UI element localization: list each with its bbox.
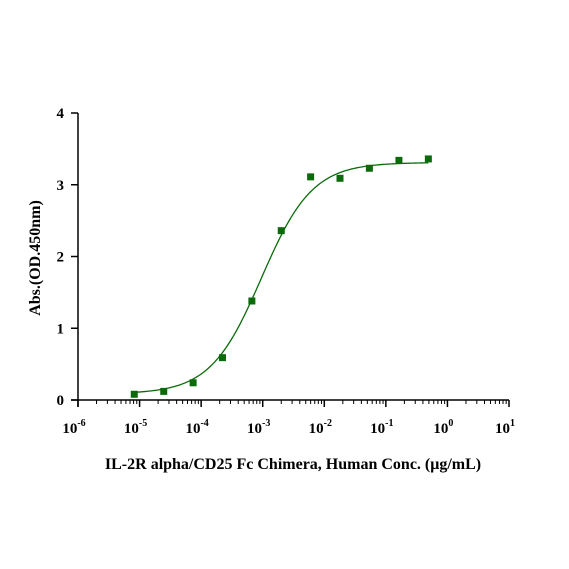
x-tick-exponent: -5 — [139, 418, 147, 429]
data-point — [277, 227, 285, 235]
x-tick-label: 100 — [433, 418, 453, 437]
data-point — [336, 174, 344, 182]
y-tick-label: 4 — [57, 106, 65, 122]
x-tick-exponent: -3 — [262, 418, 270, 429]
y-tick-label: 1 — [57, 321, 65, 337]
y-axis-label: Abs.(OD.450nm) — [27, 200, 44, 316]
x-axis-ticks: 10-6 10-5 10-4 10-3 10-2 10-1 100 101 — [62, 400, 515, 437]
x-tick-label: 10-6 — [62, 418, 85, 437]
x-tick-label: 10-2 — [309, 418, 332, 437]
x-tick-label: 10-1 — [370, 418, 393, 437]
data-point — [218, 354, 226, 362]
fit-curve — [134, 162, 429, 393]
x-axis-label: IL-2R alpha/CD25 Fc Chimera, Human Conc.… — [105, 456, 481, 473]
x-tick-base: 10 — [370, 421, 385, 437]
data-point — [365, 164, 373, 172]
data-point — [395, 156, 403, 164]
x-tick-exponent: -2 — [324, 418, 332, 429]
x-tick-label: 101 — [495, 418, 515, 437]
x-tick-exponent: -1 — [385, 418, 393, 429]
x-tick-base: 10 — [433, 421, 448, 437]
x-tick-exponent: 0 — [448, 418, 453, 429]
x-tick-label: 10-5 — [124, 418, 147, 437]
x-tick-base: 10 — [309, 421, 324, 437]
data-point — [424, 155, 432, 163]
y-tick-label: 3 — [57, 178, 65, 194]
data-point — [130, 390, 138, 398]
x-tick-exponent: -6 — [77, 418, 85, 429]
x-tick-label: 10-3 — [247, 418, 270, 437]
data-point — [307, 173, 315, 181]
x-tick-exponent: -4 — [200, 418, 208, 429]
data-point — [189, 379, 197, 387]
data-point — [160, 387, 168, 395]
x-tick-exponent: 1 — [510, 418, 515, 429]
y-axis-ticks: 0 1 2 3 4 — [57, 106, 78, 409]
x-tick-label: 10-4 — [185, 418, 208, 437]
x-tick-base: 10 — [185, 421, 200, 437]
x-tick-base: 10 — [124, 421, 139, 437]
y-tick-label: 2 — [57, 250, 65, 266]
x-tick-base: 10 — [247, 421, 262, 437]
x-tick-base: 10 — [495, 421, 510, 437]
data-points — [130, 155, 432, 398]
axes — [71, 113, 509, 407]
data-point — [248, 297, 256, 305]
x-tick-base: 10 — [62, 421, 77, 437]
y-tick-label: 0 — [57, 393, 65, 409]
